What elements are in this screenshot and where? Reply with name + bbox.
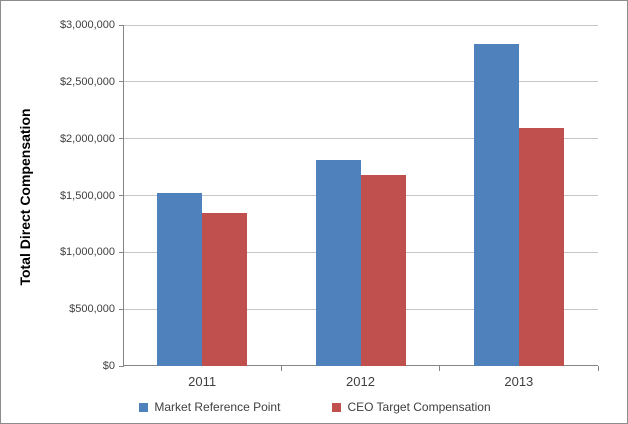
- y-axis-tick-mark: [119, 24, 124, 26]
- legend-label: CEO Target Compensation: [347, 400, 491, 414]
- gridline: [123, 81, 598, 83]
- legend-item-ceo-target-compensation: CEO Target Compensation: [332, 400, 491, 414]
- y-tick-label: $0: [102, 360, 115, 372]
- bar-ceo-target-compensation-2011: [202, 212, 248, 366]
- bar-market-reference-point-2012: [315, 160, 361, 366]
- y-tick-label: $1,000,000: [59, 246, 115, 259]
- x-tick-label-2013: 2013: [504, 374, 534, 389]
- x-tick-label-2011: 2011: [188, 374, 217, 389]
- y-axis-tick-mark: [119, 251, 124, 253]
- gridline: [123, 138, 598, 140]
- y-tick-label: $2,500,000: [59, 75, 115, 88]
- x-axis-tick-mark: [280, 366, 282, 371]
- y-axis-tick-mark: [119, 365, 124, 367]
- legend-swatch-icon: [139, 402, 149, 412]
- y-axis-tick-mark: [119, 81, 124, 83]
- bar-ceo-target-compensation-2013: [518, 128, 564, 366]
- gridline: [123, 24, 598, 26]
- legend-label: Market Reference Point: [154, 400, 281, 414]
- y-tick-label: $2,000,000: [59, 132, 115, 145]
- x-axis-tick-mark: [597, 366, 599, 371]
- y-tick-label: $500,000: [69, 303, 115, 316]
- y-axis-tick-mark: [119, 308, 124, 310]
- legend-item-market-reference-point: Market Reference Point: [139, 400, 280, 414]
- y-tick-label: $1,500,000: [59, 189, 115, 202]
- y-axis-tick-mark: [119, 195, 124, 196]
- bar-market-reference-point-2013: [473, 44, 519, 366]
- bar-ceo-target-compensation-2012: [360, 175, 406, 366]
- x-axis-tick-mark: [439, 366, 441, 371]
- y-tick-label: $3,000,000: [59, 19, 115, 31]
- bar-market-reference-point-2011: [157, 193, 203, 366]
- legend-swatch-icon: [332, 402, 342, 412]
- legend: Market Reference Point CEO Target Compens…: [1, 397, 627, 417]
- x-tick-label-2012: 2012: [346, 374, 375, 389]
- y-axis-tick-mark: [119, 138, 124, 140]
